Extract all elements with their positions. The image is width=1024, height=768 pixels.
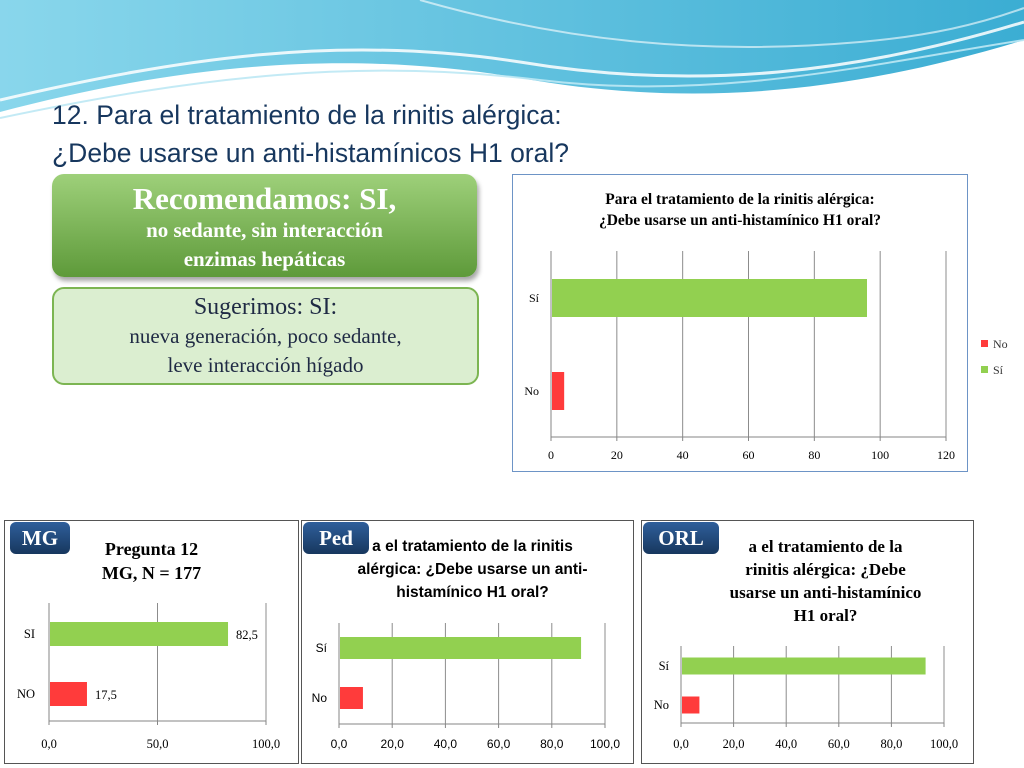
tag-ped: Ped [303,522,369,554]
category-label: Sí [659,659,670,673]
suggestion-line2: leve interacción hígado [167,353,364,377]
main-chart-title-line1: Para el tratamiento de la rinitis alérgi… [605,191,875,208]
bar-si [50,622,229,646]
x-tick-label: 60,0 [487,737,511,751]
legend-label-no: No [993,337,1008,351]
mg-chart-title-line1: Pregunta 12 [104,539,199,559]
bar-si [552,279,867,317]
bar-no [682,696,700,714]
main-chart: Para el tratamiento de la rinitis alérgi… [512,174,1008,472]
bar-si [340,637,582,659]
tag-orl: ORL [643,522,719,554]
category-label: Sí [316,641,328,655]
data-label: 82,5 [236,628,258,642]
orl-chart-plot: 0,0 20,0 40,0 60,0 80,0 100,0 Sí No [654,646,958,751]
suggestion-box: Sugerimos: SI: nueva generación, poco se… [52,287,479,385]
x-tick-label: 20,0 [381,737,405,751]
ped-chart: a el tratamiento de la rinitis alérgica:… [301,520,634,764]
ped-chart-title-line2: alérgica: ¿Debe usarse un anti- [357,561,588,578]
x-tick-label: 80,0 [880,737,902,751]
orl-chart-title: a el tratamiento de la rinitis alérgica:… [642,535,973,627]
x-tick-label: 0 [548,448,554,462]
x-tick-label: 50,0 [147,737,169,751]
tag-mg: MG [10,522,70,554]
main-chart-legend: No Sí [981,337,1008,389]
category-label: No [312,691,328,705]
x-tick-label: 80 [808,448,820,462]
legend-item-si: Sí [981,363,1008,389]
main-chart-plot: 0 20 40 60 80 100 120 Sí No [524,251,955,462]
mg-chart-title-line2: MG, N = 177 [101,563,202,583]
x-tick-label: 40 [677,448,689,462]
x-tick-label: 40,0 [775,737,797,751]
x-tick-label: 60,0 [828,737,850,751]
category-label: Sí [529,291,540,305]
legend-label-si: Sí [993,363,1004,377]
x-tick-label: 100 [871,448,889,462]
ped-chart-plot: 0,0 20,0 40,0 60,0 80,0 100,0 Sí No [312,623,620,751]
ped-chart-title: a el tratamiento de la rinitis alérgica:… [302,535,633,604]
x-tick-label: 0,0 [673,737,689,751]
orl-chart: a el tratamiento de la rinitis alérgica:… [641,520,974,764]
data-label: 17,5 [95,688,117,702]
x-tick-label: 20 [611,448,623,462]
mg-chart-title: Pregunta 12 MG, N = 177 [5,537,298,585]
orl-chart-title-line3: usarse un anti-histamínico [729,583,922,602]
x-tick-label: 20,0 [723,737,745,751]
suggestion-line1: nueva generación, poco sedante, [129,324,402,348]
category-label: NO [17,687,35,701]
bar-no [50,682,87,706]
bar-si [682,657,926,675]
orl-chart-title-line2: rinitis alérgica: ¿Debe [745,560,906,579]
category-label: SI [24,627,35,641]
category-label: No [524,384,539,398]
category-label: No [654,698,669,712]
bar-no [340,687,363,709]
x-tick-label: 0,0 [331,737,348,751]
legend-swatch-si [981,366,988,373]
suggestion-heading: Sugerimos: SI: [193,294,338,320]
x-tick-label: 120 [937,448,955,462]
x-tick-label: 60 [743,448,755,462]
x-tick-label: 0,0 [41,737,57,751]
bar-no [552,372,565,410]
slide-title: 12. Para el tratamiento de la rinitis al… [52,96,952,172]
x-tick-label: 100,0 [590,737,620,751]
mg-chart-plot: 0,0 50,0 100,0 SI 82,5 NO 17,5 [17,603,280,751]
orl-chart-title-line1: a el tratamiento de la [748,537,903,556]
x-tick-label: 80,0 [540,737,564,751]
header-waves [0,0,1024,119]
mg-chart: Pregunta 12 MG, N = 177 0,0 50,0 100,0 SI 82… [4,520,299,764]
x-tick-label: 40,0 [434,737,458,751]
slide-title-line1: 12. Para el tratamiento de la rinitis al… [52,100,562,130]
orl-chart-title-line4: H1 oral? [793,606,858,625]
recommendation-heading: Recomendamos: SI, [132,181,397,216]
main-chart-title: Para el tratamiento de la rinitis alérgi… [513,189,967,231]
x-tick-label: 100,0 [930,737,958,751]
slide-title-line2: ¿Debe usarse un anti-histamínicos H1 ora… [52,138,569,168]
legend-swatch-no [981,340,988,347]
ped-chart-title-line3: histamínico H1 oral? [396,584,549,601]
recommendation-line1: no sedante, sin interacción [146,218,383,242]
recommendation-line2: enzimas hepáticas [183,247,346,271]
ped-chart-title-line1: a el tratamiento de la rinitis [372,538,573,555]
main-chart-title-line2: ¿Debe usarse un anti-histamínico H1 oral… [598,212,882,229]
recommendation-box: Recomendamos: SI, no sedante, sin intera… [52,174,477,277]
x-tick-label: 100,0 [252,737,280,751]
legend-item-no: No [981,337,1008,363]
